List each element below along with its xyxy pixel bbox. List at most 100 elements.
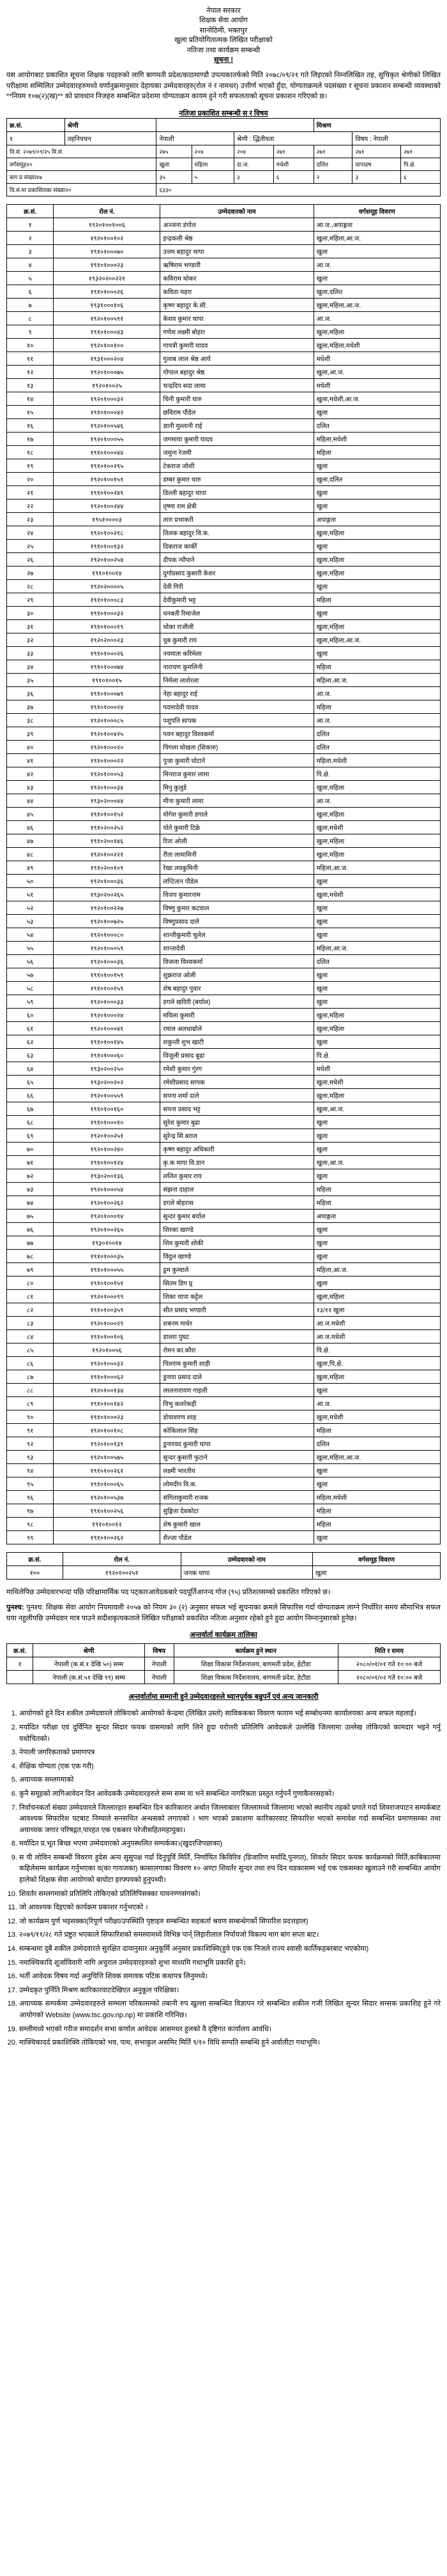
cell-sn: ४२ [7, 767, 54, 780]
table-row: ९९ १९१०१००२६२ शैल्जा पौडेल खुला [7, 1530, 441, 1544]
result-line: नतिजा तथा कार्यक्रम सम्बन्धी [6, 46, 441, 56]
meta-g2: महिला [192, 158, 234, 170]
list-item: भर्ती आवेदक विषय गर्दा अनुचित्ति शिवक सम… [19, 1971, 441, 1983]
extra-note: माथिलेपिछ उम्मेदवारभन्दा पछि परिक्षामार्… [6, 1587, 441, 1598]
cell-group: खुला,आ.ज. [314, 365, 440, 378]
meta-g1: खुला [156, 158, 192, 170]
cell-sn: ७९ [7, 1262, 54, 1276]
cell-group: अपाङ्गता [314, 1209, 440, 1222]
list-item: निर्वाचनकर्ता संख्या उम्मेदवारले जिल्लार… [19, 1803, 441, 1837]
table-row: १९ १९१०१००२९५ टेकराज जोशी खुला [7, 459, 441, 472]
cell-sn: ९४ [7, 1463, 54, 1477]
cell-group: खुला [314, 1142, 440, 1155]
meta-v3: ३ [234, 170, 274, 183]
cell-name: गायत्री कुमारी यादव [160, 338, 314, 352]
cell-group: खुला,महिला [314, 325, 440, 338]
cell-group: खुला [314, 271, 440, 285]
list-item: अयाच्यक सम्पर्कमा उम्मेदवारहरुले सम्भला … [19, 1999, 441, 2021]
cell-roll: १९२०१०००२४ [54, 1008, 160, 1021]
cell-sn: ४ [7, 258, 54, 271]
cell-place: शिक्षा विकास निर्देशनालय, बागमती प्रदेश,… [174, 1671, 338, 1684]
cell-group: आ.ज.मधेशी [314, 1316, 440, 1329]
cell-group: खुला [314, 1129, 440, 1142]
cell-name: लालनारायण गाइली [160, 1383, 314, 1396]
table-row: ३० १९१०१०००३२ धनबती रिमाजेल खुला [7, 606, 441, 619]
meta-c4: २७१ [273, 145, 314, 158]
cell-roll: १९२०१००२६२ [54, 1195, 160, 1209]
cell-roll: १९२०१००२५ [54, 378, 160, 392]
cell-sn: ६९ [7, 1129, 54, 1142]
eh-sn: क्र.सं. [7, 1552, 63, 1566]
cell-group: महिला [314, 1504, 440, 1517]
cell-roll: १९१०१०००६२ [54, 1370, 160, 1383]
cell-name: दिकराज कार्की [160, 539, 314, 552]
cell-roll: १९२०१०००२० [54, 740, 160, 753]
cell-name: शैल्जा पौडेल [160, 1530, 314, 1544]
cell-sn: ७१ [7, 1155, 54, 1169]
meta-g3: दा.ज. [234, 158, 274, 170]
cell-roll: १९१०१००१५९ [54, 968, 160, 981]
cell-name: छविराम पौडेल [160, 405, 314, 418]
cell-sn: ९६ [7, 1490, 54, 1504]
cell-name: रोमन का.कौरा [160, 1343, 314, 1356]
cell-sn: ५७ [7, 968, 54, 981]
cell-roll: १९२०१०००५९ [54, 941, 160, 954]
cell-group: खुला [314, 485, 440, 499]
cell-group: मधेशी [314, 1062, 440, 1075]
table-row: ६६ १९२०१००५५९ सपना शर्मा दाले खुला,महिला [7, 1088, 441, 1102]
table-row: ७६ १९२०१००२६५ शिरका खाण्डे खुला [7, 1222, 441, 1236]
cell-name: सुन्दर कुमार बर्याल [160, 1209, 314, 1222]
cell-sn: ७ [7, 298, 54, 311]
interview-title: अन्तर्वार्ता कार्यक्रम तालिका [6, 1630, 441, 1640]
cell-sn: ६२ [7, 1035, 54, 1048]
cell-roll: १९१०१०००२३ [54, 258, 160, 271]
result-table: क्र.सं. रोल नं. उम्मेदवारको नाम वर्गसमूह… [6, 204, 441, 1544]
table-row: २० १९२०१००१५१ डम्बर कुमार थारु खुला,दलित [7, 472, 441, 485]
list-item: उम्मेदकृत पुर्निति मिश्रण कारिकारवाटदेखि… [19, 1985, 441, 1997]
cell-sn: ९८ [7, 1517, 54, 1530]
table-row: ५५ १९२०१०००५९ शान्तादेवी महिला,आ.ज. [7, 941, 441, 954]
cell-name: ऋषिराम भण्डारी [160, 258, 314, 271]
table-row: १२ १९२०१०००७५ गोपाल बहादुर श्रेष्ठ खुला,… [7, 365, 441, 378]
cell-group: १३/११ खुला [314, 1303, 440, 1316]
cell-group: खुला [314, 968, 440, 981]
cell-sn: ९७ [7, 1504, 54, 1517]
meta-sn: १ [7, 131, 65, 145]
table-row: ६८ १९१०१०००१० सुरेश कुमार बुढा खुला [7, 1115, 441, 1129]
cell-sn: २२ [7, 499, 54, 512]
cell-sn: २० [7, 472, 54, 485]
table-row: ७८ १९१०१०००३५ विंदुल खाण्डे खुला [7, 1249, 441, 1262]
cell-name: डिल्ली बहादुर थापा [160, 485, 314, 499]
cell-group: महिला,आ.ज. [314, 861, 440, 874]
table-row: ३ १९१०१०००७० उत्तम बहादुर थापा खुला [7, 244, 441, 258]
cell-sn: १६ [7, 418, 54, 432]
cell-roll: १९२०१००२२१ [54, 847, 160, 861]
cell-group: खुला,मधेशी [314, 887, 440, 901]
meta-c1: २७५ [156, 145, 192, 158]
cell-roll: १९२०१००५५९ [54, 1088, 160, 1102]
cell-group: दलित [314, 1437, 440, 1450]
list-item: शैक्षिक योग्यता (एक एक गरी) [19, 1761, 441, 1773]
table-row: १ नेपाली (क.सं.१ देखि ५०) सम्म नेपाली शि… [7, 1657, 441, 1671]
cell-roll: १९१०१००१५९ [54, 981, 160, 995]
cell-sn: ७२ [7, 1169, 54, 1182]
cell-roll: १९१०१००१३२ [54, 539, 160, 552]
cell-name: सपना प्रसाद भट्ट [160, 1102, 314, 1115]
cell-name: सीत प्रसाद भण्डारी [160, 1303, 314, 1316]
cell-roll: १९३१०००२०४ [54, 352, 160, 365]
cell-roll: १९२०१०००३६ [54, 874, 160, 887]
meta-v2: ५ [192, 170, 234, 183]
table-row: ५० १९२०१०००३६ लप्टितान पौडेल खुला [7, 874, 441, 887]
cell-name: विष्णु कुमार कटवाल [160, 901, 314, 914]
cell-name: नारायण कुमलिनी [160, 660, 314, 673]
meta-c5: २७१ [314, 145, 352, 158]
cell-group: खुला [314, 1463, 440, 1477]
table-row: ९४ १९१०१००२६१ लक्ष्मी भारतीय खुला [7, 1463, 441, 1477]
table-row: ४७ १९१०२००१४६ रिता ओली खुला,महिला [7, 834, 441, 847]
cell-roll: १९२०१००२४० [54, 1142, 160, 1155]
cell-sn: ८२ [7, 1303, 54, 1316]
cell-sn: ५८ [7, 981, 54, 995]
cell-name: कृ.क माया वि.डान [160, 1155, 314, 1169]
cell-name: दुर्गाप्रसाद कुसारी केशर [160, 566, 314, 579]
cell-name: कविता महरा [160, 285, 314, 298]
